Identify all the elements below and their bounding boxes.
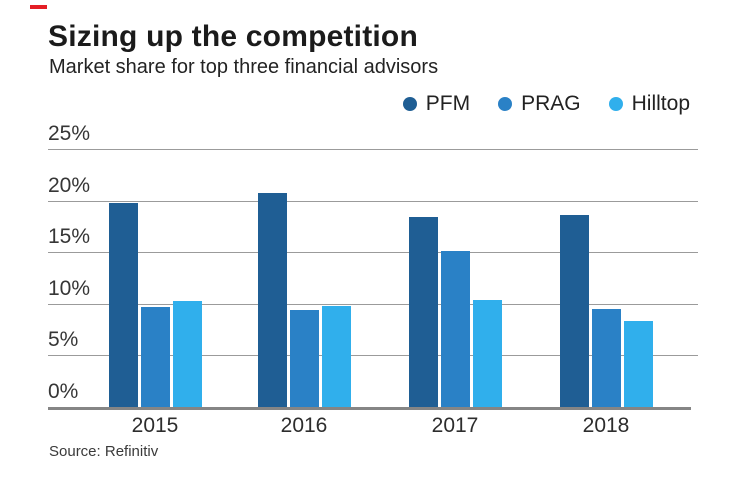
- y-tick-label: 5%: [48, 328, 79, 352]
- x-tick-label: 2015: [131, 414, 179, 437]
- y-tick-label: 10%: [48, 276, 91, 300]
- bar-prag-2016: [289, 309, 319, 407]
- y-tick-label: 20%: [48, 173, 91, 197]
- bar-pfm-2017: [408, 217, 438, 407]
- y-tick-label: 0%: [48, 380, 79, 403]
- page-title: Sizing up the competition: [48, 20, 418, 53]
- page-subtitle: Market share for top three financial adv…: [49, 56, 439, 78]
- x-tick-label: 2016: [280, 414, 328, 437]
- bar-hilltop-2016: [321, 305, 351, 407]
- legend-item-hilltop: Hilltop: [608, 92, 690, 116]
- bar-hilltop-2017: [472, 299, 502, 407]
- legend-dot-icon: [402, 97, 417, 111]
- bar-prag-2015: [140, 306, 170, 407]
- gridline: [48, 355, 698, 357]
- legend-label: Hilltop: [631, 92, 690, 115]
- bar-prag-2018: [591, 308, 621, 407]
- legend-dot-icon: [608, 97, 623, 111]
- gridline: [48, 252, 698, 254]
- legend-dot-icon: [498, 97, 513, 111]
- bar-pfm-2015: [108, 202, 138, 407]
- gridline: [48, 149, 698, 150]
- legend: PFM PRAG Hilltop: [402, 92, 690, 116]
- gridline: [48, 200, 698, 202]
- bar-pfm-2016: [257, 193, 287, 407]
- y-tick-label: 25%: [48, 122, 91, 145]
- bar-pfm-2018: [559, 215, 589, 407]
- source-note: Source: Refinitiv: [49, 443, 159, 460]
- x-tick-label: 2017: [431, 414, 479, 437]
- legend-item-prag: PRAG: [498, 92, 581, 116]
- y-tick-label: 15%: [48, 225, 91, 249]
- gridline: [48, 303, 698, 305]
- x-axis-line: [48, 407, 691, 410]
- legend-label: PRAG: [521, 92, 581, 115]
- x-tick-label: 2018: [582, 414, 630, 437]
- legend-item-pfm: PFM: [402, 92, 471, 116]
- bar-hilltop-2018: [623, 321, 653, 407]
- bar-prag-2017: [440, 251, 470, 407]
- bar-hilltop-2015: [172, 300, 202, 407]
- legend-label: PFM: [425, 92, 471, 115]
- brand-accent-dash: [30, 5, 47, 9]
